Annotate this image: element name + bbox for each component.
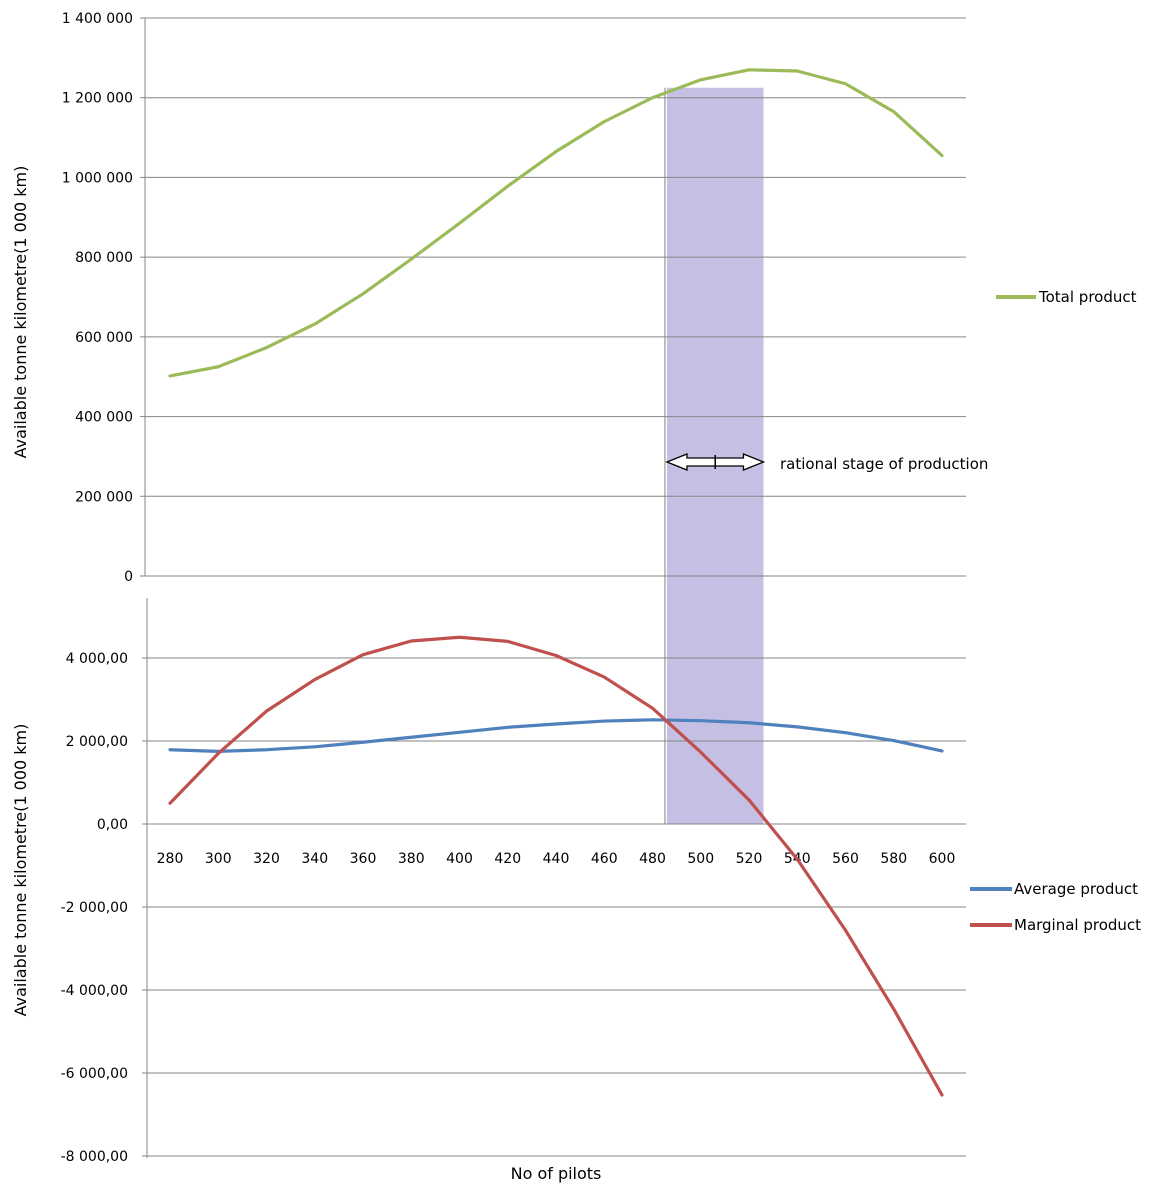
bottom-y-tick-label: -2 000,00 (61, 900, 128, 916)
x-tick-label: 380 (398, 851, 425, 867)
legend-average-product: Average product (970, 880, 1138, 898)
legend-label-marginal-product: Marginal product (1014, 916, 1141, 934)
x-tick-label: 460 (591, 851, 618, 867)
bottom-y-tick-label: 4 000,00 (66, 651, 128, 667)
bottom-y-tick-label: -4 000,00 (61, 983, 128, 999)
legend-label-total-product: Total product (1038, 288, 1137, 306)
x-tick-label: 300 (205, 851, 232, 867)
top-chart-y-ticks: 0 200 000 400 000 600 000 800 000 1 000 000 1 … (62, 11, 145, 585)
x-tick-label: 520 (736, 851, 763, 867)
x-tick-label: 280 (157, 851, 184, 867)
series-line-total-product (168, 68, 944, 378)
x-axis-title: No of pilots (511, 1164, 602, 1183)
x-tick-label: 360 (350, 851, 377, 867)
x-tick-label: 420 (494, 851, 521, 867)
x-tick-label: 340 (301, 851, 328, 867)
x-tick-label: 480 (639, 851, 666, 867)
annotation-layer (665, 453, 766, 471)
top-y-tick-label: 400 000 (75, 410, 133, 426)
x-tick-label: 320 (253, 851, 280, 867)
bottom-y-axis-title: Available tonne kilometre(1 000 km) (11, 724, 30, 1017)
legend-marginal-product: Marginal product (970, 916, 1141, 934)
series-line-average-product (168, 718, 944, 753)
series-lines (168, 68, 944, 1097)
legend-total-product: Total product (996, 288, 1137, 306)
top-y-tick-label: 200 000 (75, 489, 133, 505)
series-line-marginal-product (168, 635, 944, 1097)
x-tick-label: 400 (446, 851, 473, 867)
x-tick-label: 580 (880, 851, 907, 867)
annotation-text: rational stage of production (780, 455, 988, 473)
top-y-tick-label: 1 400 000 (62, 11, 133, 27)
x-tick-label: 600 (929, 851, 956, 867)
bottom-y-tick-label: 2 000,00 (66, 734, 128, 750)
top-y-tick-label: 1 000 000 (62, 170, 133, 186)
top-chart-gridlines (145, 17, 966, 577)
x-tick-label: 560 (832, 851, 859, 867)
top-y-tick-label: 600 000 (75, 330, 133, 346)
bottom-y-tick-label: -6 000,00 (61, 1066, 128, 1082)
x-axis-ticks: 280 300 320 340 360 380 400 420 440 460 480 500 520 5… (157, 851, 956, 867)
top-y-axis-title: Available tonne kilometre(1 000 km) (11, 166, 30, 459)
bottom-chart-gridlines (145, 657, 966, 1157)
top-y-tick-label: 0 (124, 569, 133, 585)
x-tick-label: 500 (687, 851, 714, 867)
legend-label-average-product: Average product (1014, 880, 1138, 898)
chart-axes (144, 18, 148, 1158)
x-tick-label: 440 (543, 851, 570, 867)
bottom-chart-y-ticks: -8 000,00 -6 000,00 -4 000,00 -2 000,00 0,00… (61, 651, 147, 1165)
top-y-tick-label: 1 200 000 (62, 91, 133, 107)
bottom-y-tick-label: -8 000,00 (61, 1149, 128, 1165)
top-y-tick-label: 800 000 (75, 250, 133, 266)
bottom-y-tick-label: 0,00 (97, 817, 128, 833)
